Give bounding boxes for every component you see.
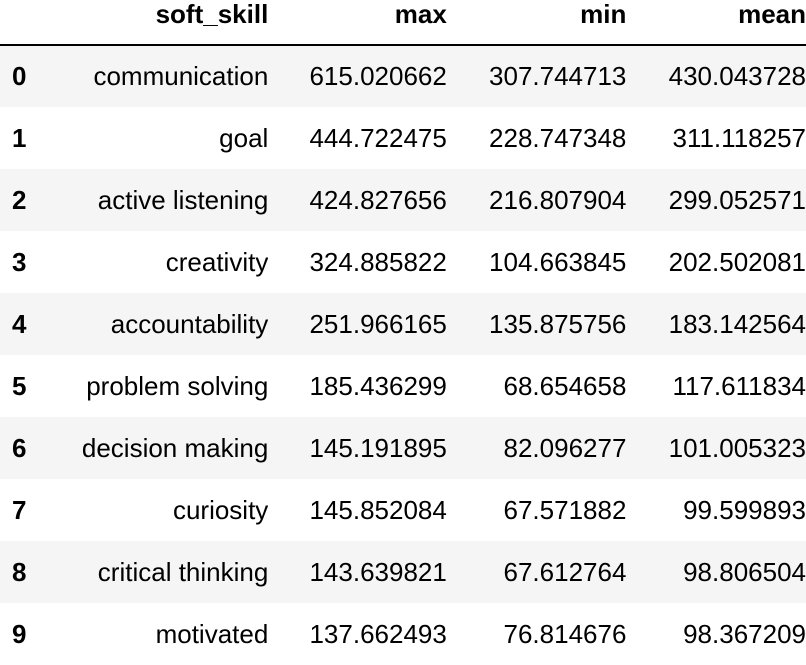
cell-mean: 299.052571 [668, 184, 806, 215]
cell-max: 137.662493 [309, 618, 447, 649]
cell-min: 82.096277 [503, 432, 627, 463]
cell-mean: 430.043728 [668, 61, 806, 91]
cell-mean: 98.806504 [683, 556, 806, 587]
cell-soft-skill: active listening [97, 184, 269, 215]
row-index: 1 [12, 122, 27, 153]
cell-mean: 202.502081 [668, 246, 806, 277]
cell-min: 67.571882 [503, 494, 627, 525]
cell-min: 307.744713 [489, 61, 627, 91]
cell-min: 104.663845 [489, 246, 627, 277]
cell-min: 67.612764 [503, 556, 627, 587]
cell-soft-skill: decision making [81, 432, 269, 463]
cell-soft-skill: problem solving [86, 370, 269, 401]
column-header-min: min [446, 0, 627, 46]
cell-soft-skill: curiosity [172, 494, 269, 525]
cell-max: 185.436299 [309, 370, 447, 401]
cell-max: 324.885822 [309, 246, 447, 277]
table-row: 0 communication 615.020662 307.744713 430.04… [0, 45, 806, 107]
table-row: 8 critical thinking 143.639821 67.612764 98.… [0, 541, 806, 603]
row-index: 3 [12, 246, 27, 277]
row-index: 8 [12, 556, 27, 587]
index-header [0, 0, 49, 46]
table-row: 1 goal 444.722475 228.747348 311.118257 [0, 107, 806, 169]
cell-max: 424.827656 [309, 184, 447, 215]
row-index: 2 [12, 184, 27, 215]
cell-max: 145.852084 [309, 494, 447, 525]
cell-min: 135.875756 [489, 308, 627, 339]
row-index: 4 [12, 308, 27, 339]
row-index: 5 [12, 370, 27, 401]
cell-max: 251.966165 [309, 308, 447, 339]
table-row: 4 accountability 251.966165 135.875756 183.1… [0, 293, 806, 355]
row-index: 0 [12, 61, 27, 91]
cell-min: 68.654658 [503, 370, 627, 401]
cell-min: 216.807904 [489, 184, 627, 215]
cell-mean: 183.142564 [668, 308, 806, 339]
table-row: 5 problem solving 185.436299 68.654658 117.6… [0, 355, 806, 417]
cell-mean: 98.367209 [683, 618, 806, 649]
cell-max: 615.020662 [309, 61, 447, 91]
cell-soft-skill: critical thinking [97, 556, 269, 587]
cell-soft-skill: goal [219, 122, 269, 153]
cell-mean: 99.599893 [683, 494, 806, 525]
cell-min: 228.747348 [489, 122, 627, 153]
cell-soft-skill: creativity [165, 246, 269, 277]
table-body: 0 communication 615.020662 307.744713 430.04… [0, 45, 806, 665]
header-row: soft_skill max min mean [0, 0, 806, 46]
column-header-max: max [268, 0, 447, 46]
cell-min: 76.814676 [503, 618, 627, 649]
table-row: 9 motivated 137.662493 76.814676 98.367209 [0, 603, 806, 665]
cell-max: 444.722475 [309, 122, 447, 153]
row-index: 9 [12, 618, 27, 649]
table-row: 6 decision making 145.191895 82.096277 101.0… [0, 417, 806, 479]
row-index: 6 [12, 432, 27, 463]
cell-soft-skill: accountability [110, 308, 269, 339]
cell-mean: 101.005323 [668, 432, 806, 463]
cell-mean: 117.611834 [672, 370, 806, 401]
table-row: 7 curiosity 145.852084 67.571882 99.599893 [0, 479, 806, 541]
cell-soft-skill: motivated [155, 618, 269, 649]
cell-mean: 311.118257 [672, 122, 806, 153]
column-header-mean: mean [626, 0, 806, 46]
table-row: 3 creativity 324.885822 104.663845 202.50208… [0, 231, 806, 293]
row-index: 7 [12, 494, 27, 525]
column-header-soft-skill: soft_skill [48, 0, 269, 46]
table-row: 2 active listening 424.827656 216.807904 299… [0, 169, 806, 231]
cell-soft-skill: communication [93, 61, 269, 91]
cell-max: 143.639821 [309, 556, 447, 587]
cell-max: 145.191895 [309, 432, 447, 463]
table-header: soft_skill max min mean [0, 0, 806, 46]
